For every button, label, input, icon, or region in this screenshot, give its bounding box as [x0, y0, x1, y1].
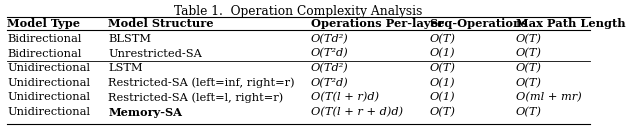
Text: O(Td²): O(Td²) [310, 63, 348, 73]
Text: Memory-SA: Memory-SA [108, 107, 182, 118]
Text: Table 1.  Operation Complexity Analysis: Table 1. Operation Complexity Analysis [175, 5, 423, 18]
Text: Restricted-SA (left=inf, right=r): Restricted-SA (left=inf, right=r) [108, 77, 295, 88]
Text: O(1): O(1) [429, 78, 455, 88]
Text: Model Structure: Model Structure [108, 18, 214, 29]
Text: Bidirectional: Bidirectional [7, 48, 82, 58]
Text: O(T): O(T) [516, 34, 541, 44]
Text: Bidirectional: Bidirectional [7, 34, 82, 44]
Text: Max Path Length: Max Path Length [516, 18, 625, 29]
Text: O(T): O(T) [429, 34, 456, 44]
Text: O(T²d): O(T²d) [310, 78, 348, 88]
Text: O(T): O(T) [429, 107, 456, 117]
Text: O(T(l + r + d)d): O(T(l + r + d)d) [310, 107, 403, 117]
Text: O(1): O(1) [429, 92, 455, 103]
Text: Operations Per-layer: Operations Per-layer [310, 18, 444, 29]
Text: Unidirectional: Unidirectional [7, 107, 90, 117]
Text: Unidirectional: Unidirectional [7, 63, 90, 73]
Text: LSTM: LSTM [108, 63, 143, 73]
Text: Restricted-SA (left=l, right=r): Restricted-SA (left=l, right=r) [108, 92, 284, 103]
Text: Unrestricted-SA: Unrestricted-SA [108, 48, 202, 58]
Text: O(T): O(T) [516, 78, 541, 88]
Text: O(T(l + r)d): O(T(l + r)d) [310, 92, 379, 103]
Text: O(T²d): O(T²d) [310, 48, 348, 59]
Text: O(ml + mr): O(ml + mr) [516, 92, 581, 103]
Text: O(1): O(1) [429, 48, 455, 59]
Text: O(Td²): O(Td²) [310, 34, 348, 44]
Text: O(T): O(T) [429, 63, 456, 73]
Text: Unidirectional: Unidirectional [7, 78, 90, 88]
Text: Model Type: Model Type [7, 18, 81, 29]
Text: Seq-Operations: Seq-Operations [429, 18, 528, 29]
Text: O(T): O(T) [516, 48, 541, 59]
Text: BLSTM: BLSTM [108, 34, 152, 44]
Text: O(T): O(T) [516, 63, 541, 73]
Text: Unidirectional: Unidirectional [7, 92, 90, 102]
Text: O(T): O(T) [516, 107, 541, 117]
